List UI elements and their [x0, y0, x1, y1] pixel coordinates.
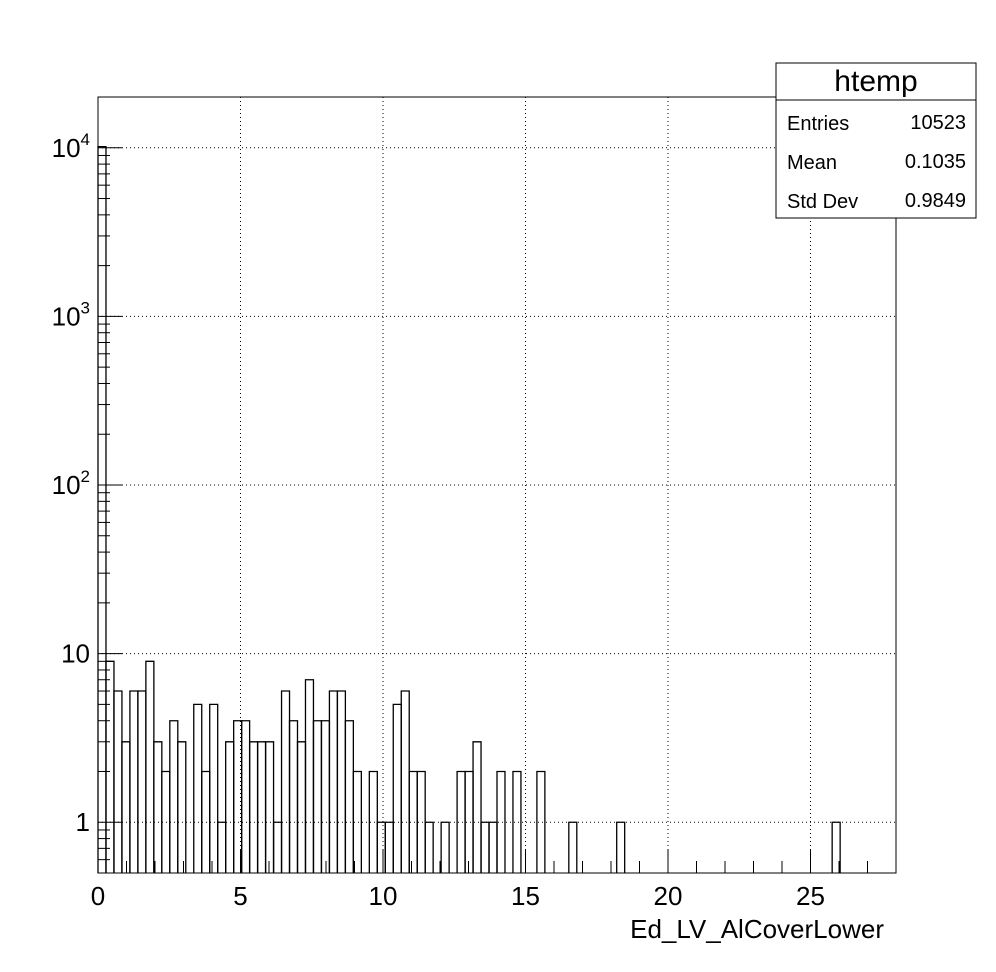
- histogram-bin: [352, 770, 362, 873]
- x-tick-label: 25: [796, 881, 825, 911]
- grid-lines: [98, 97, 896, 873]
- histogram-bin: [177, 741, 187, 873]
- histogram-bin: [97, 146, 107, 873]
- histogram-bin: [440, 821, 450, 873]
- histogram-bin: [568, 821, 578, 873]
- histogram-bin: [225, 741, 235, 873]
- y-tick-label: 104: [52, 130, 90, 163]
- histogram-bin: [344, 720, 355, 873]
- stats-stddev-label: Std Dev: [787, 191, 858, 213]
- histogram-bin: [137, 690, 147, 873]
- histogram-bin: [209, 703, 219, 873]
- histogram-bin: [169, 720, 179, 873]
- x-tick-label: 5: [233, 881, 247, 911]
- y-tick-label: 103: [52, 298, 90, 331]
- histogram-bin: [496, 770, 506, 873]
- stats-stddev-value: 0.9849: [905, 190, 966, 212]
- histogram-bin: [424, 821, 434, 873]
- histogram-bin: [376, 821, 386, 873]
- stats-mean-label: Mean: [787, 152, 837, 174]
- stats-box: htemp Entries 10523 Mean 0.1035 Std Dev …: [775, 62, 977, 219]
- histogram-bin: [153, 741, 163, 873]
- histogram-bin: [400, 690, 410, 873]
- histogram-bin: [392, 703, 402, 873]
- histogram-bin: [248, 741, 259, 873]
- stats-mean-value: 0.1035: [905, 151, 966, 173]
- histogram-bin: [121, 741, 131, 873]
- axis-ticks: [97, 96, 897, 874]
- x-tick-label: 20: [654, 881, 683, 911]
- histogram-bin: [105, 660, 115, 873]
- histogram-bin: [336, 690, 347, 873]
- x-tick-label: 15: [511, 881, 540, 911]
- stats-entries-value: 10523: [910, 112, 966, 134]
- histogram-bin: [472, 741, 482, 873]
- histogram-bin: [129, 690, 139, 873]
- histogram-series: [97, 146, 841, 873]
- histogram-bin: [113, 690, 123, 873]
- histogram-bin: [384, 821, 394, 873]
- histogram-bin: [480, 821, 490, 873]
- y-tick-label: 10: [61, 639, 90, 669]
- histogram-bin: [272, 821, 283, 873]
- y-tick-label: 102: [52, 467, 90, 500]
- histogram-bin: [536, 770, 546, 873]
- histogram-bin: [145, 660, 155, 873]
- histogram-bin: [161, 770, 171, 873]
- histogram-bin: [256, 741, 267, 873]
- histogram-bin: [217, 821, 227, 873]
- histogram-bin: [831, 821, 841, 873]
- stats-entries-label: Entries: [787, 113, 849, 135]
- histogram-bin: [328, 690, 339, 873]
- histogram-bin: [264, 741, 275, 873]
- histogram-bin: [304, 679, 315, 873]
- histogram-bin: [512, 770, 522, 873]
- histogram-bin: [288, 720, 299, 873]
- histogram-bin: [280, 690, 291, 873]
- histogram-bin: [296, 741, 307, 873]
- x-tick-label: 0: [91, 881, 105, 911]
- tick-labels: 0 5 10 15 20 25 1 10 102 103 104: [52, 130, 825, 911]
- histogram-bin: [240, 720, 251, 873]
- histogram-bin: [488, 821, 498, 873]
- histogram-bin: [616, 821, 626, 873]
- stats-title: htemp: [834, 65, 917, 98]
- stats-box-frame: [775, 62, 977, 219]
- histogram-bin: [193, 703, 203, 873]
- y-tick-label: 1: [76, 807, 90, 837]
- histogram-bin: [312, 720, 323, 873]
- x-tick-label: 10: [369, 881, 398, 911]
- histogram-bin: [320, 720, 331, 873]
- x-axis-title: Ed_LV_AlCoverLower: [630, 914, 884, 944]
